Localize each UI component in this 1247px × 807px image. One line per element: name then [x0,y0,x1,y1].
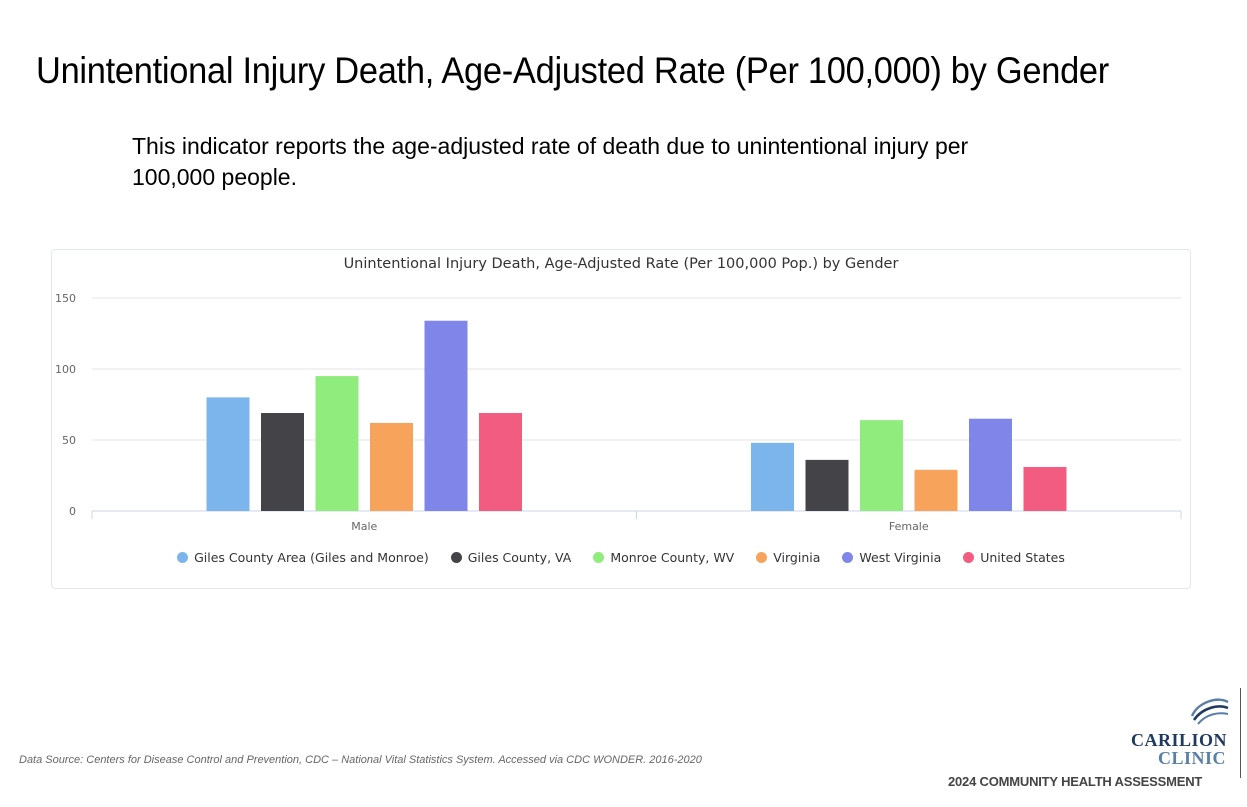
y-tick-label: 50 [62,434,76,447]
legend-item[interactable]: Giles County Area (Giles and Monroe) [177,550,429,565]
page-title: Unintentional Injury Death, Age-Adjusted… [36,50,1109,91]
logo-divider [1240,688,1241,778]
legend-dot-icon [177,552,189,563]
bar-chart: 0 50 100 150 Male Female [55,292,1182,533]
bar-giles-county-va-female [805,459,849,511]
legend-label: Monroe County, WV [610,550,735,565]
indicator-description: This indicator reports the age-adjusted … [132,133,969,190]
y-tick-label: 0 [69,505,76,518]
bar-monroe-county-wv-female [860,420,903,511]
legend-dot-icon [963,552,975,563]
bar-giles-county-va-male [261,413,304,511]
legend-item[interactable]: Virginia [756,550,820,565]
chart-legend: Giles County Area (Giles and Monroe) Gile… [52,550,1190,565]
logo-line2: CLINIC [1158,748,1227,768]
legend-item[interactable]: West Virginia [842,550,941,565]
carilion-swoosh-icon [1190,698,1229,725]
bar-virginia-male [370,422,413,511]
report-tagline: 2024 COMMUNITY HEALTH ASSESSMENT [948,774,1203,789]
data-source-note: Data Source: Centers for Disease Control… [19,754,702,766]
carilion-logo: CARILION CLINIC [1120,690,1240,770]
y-tick-label: 150 [55,292,76,305]
legend-item[interactable]: United States [963,550,1065,565]
bar-united-states-female [1023,466,1067,511]
bar-west-virginia-male [424,320,468,511]
legend-label: West Virginia [859,550,942,565]
bar-giles-county-area-giles-and-monroe-male [206,397,250,511]
chart-title: Unintentional Injury Death, Age-Adjusted… [343,256,899,272]
bar-giles-county-area-giles-and-monroe-female [751,442,794,511]
bar-united-states-male [479,413,522,511]
x-tick-label: Female [889,520,929,533]
legend-item[interactable]: Monroe County, WV [593,550,734,565]
legend-item[interactable]: Giles County, VA [450,550,572,565]
legend-label: Giles County, VA [467,550,572,565]
bar-virginia-female [914,469,958,511]
chart-card: Unintentional Injury Death, Age-Adjusted… [51,249,1191,589]
legend-label: Virginia [773,550,821,565]
legend-dot-icon [756,552,768,563]
x-tick-label: Male [351,520,377,533]
bar-monroe-county-wv-male [315,376,359,511]
legend-dot-icon [450,552,462,563]
legend-label: Giles County Area (Giles and Monroe) [194,550,429,565]
legend-dot-icon [842,552,854,563]
legend-label: United States [980,550,1065,565]
y-tick-label: 100 [55,363,76,376]
bar-west-virginia-female [969,418,1012,511]
legend-dot-icon [593,552,605,563]
logo-line1: CARILION [1131,730,1228,750]
